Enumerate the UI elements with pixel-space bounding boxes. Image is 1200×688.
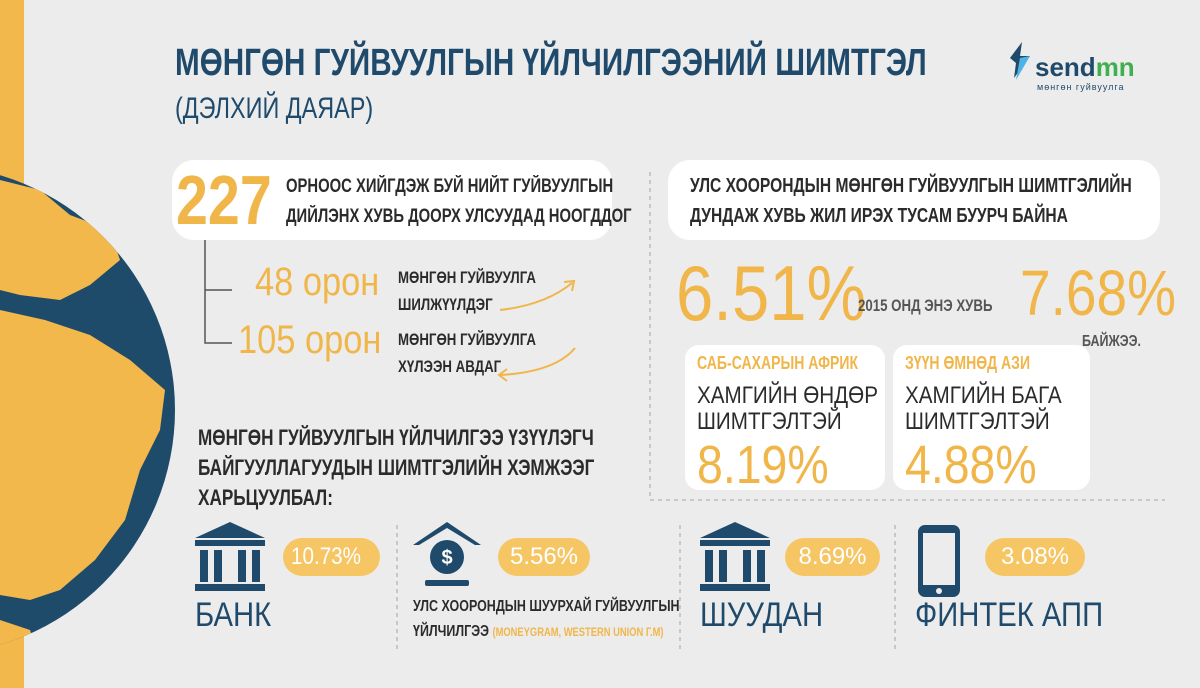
logo: sendmn bbox=[1035, 52, 1135, 83]
count-label: МӨНГӨН ГУЙВУУЛГА bbox=[398, 268, 536, 287]
count-label: МӨНГӨН ГУЙВУУЛГА bbox=[398, 330, 536, 349]
providers-title: БАЙГУУЛЛАГУУДЫН ШИМТГЭЛИЙН ХЭМЖЭЭГ bbox=[198, 455, 595, 480]
count: 48 орон bbox=[255, 260, 380, 304]
provider-name: ФИНТЕК АПП bbox=[915, 596, 1104, 634]
provider-fee: 8.69% bbox=[785, 538, 880, 576]
region-value: 4.88% bbox=[905, 435, 1037, 495]
countries-text: ДИЙЛЭНХ ХУВЬ ДООРХ УЛСУУДАД НООГДДОГ bbox=[286, 206, 632, 227]
provider-fee-text: 10.73% bbox=[290, 543, 361, 570]
countries-text: ОРНООС ХИЙГДЭЖ БУЙ НИЙТ ГУЙВУУЛГЫН bbox=[286, 176, 614, 197]
providers-title: ХАРЬЦУУЛБАЛ: bbox=[198, 485, 333, 510]
trend-box bbox=[668, 160, 1160, 240]
provider-fee: 10.73% bbox=[283, 538, 380, 576]
trend-note: 2015 ОНД ЭНЭ ХУВЬ bbox=[858, 296, 993, 315]
region-name: САБ-САХАРЫН АФРИК bbox=[697, 353, 859, 373]
svg-text:$: $ bbox=[441, 547, 452, 569]
region-value: 8.19% bbox=[697, 435, 829, 495]
provider-name: ШУУДАН bbox=[700, 596, 824, 634]
region-box bbox=[893, 345, 1090, 490]
logo-tagline: мөнгөн гуйвуулга bbox=[1037, 82, 1125, 92]
provider-fee: 5.56% bbox=[498, 538, 590, 576]
count-label: ХҮЛЭЭН АВДАГ bbox=[398, 357, 502, 376]
provider-name: БАНК bbox=[195, 596, 272, 634]
subtitle: (ДЭЛХИЙ ДАЯАР) bbox=[175, 92, 374, 125]
region-label: ХАМГИЙН ӨНДӨР bbox=[697, 382, 878, 409]
provider-note: (MONEYGRAM, WESTERN UNION Г.М) bbox=[492, 625, 664, 639]
region-label: ХАМГИЙН БАГА bbox=[905, 382, 1062, 409]
provider-fee: 3.08% bbox=[985, 538, 1085, 576]
trend-suffix: БАЙЖЭЭ. bbox=[1082, 333, 1141, 350]
title: МӨНГӨН ГУЙВУУЛГЫН ҮЙЛЧИЛГЭЭНИЙ ШИМТГЭЛ bbox=[175, 42, 927, 84]
provider-fee-text: 3.08% bbox=[1000, 543, 1070, 570]
provider-fee-text: 8.69% bbox=[798, 543, 867, 570]
trend-title: УЛС ХООРОНДЫН МӨНГӨН ГУЙВУУЛГЫН ШИМТГЭЛИ… bbox=[690, 175, 1132, 197]
past-fee: 7.68% bbox=[1020, 257, 1177, 329]
trend-title: ДУНДАЖ ХУВЬ ЖИЛ ИРЭХ ТУСАМ БУУРЧ БАЙНА bbox=[690, 205, 1068, 227]
countries-box bbox=[172, 160, 612, 240]
count: 105 орон bbox=[238, 318, 382, 362]
region-name: ЗҮҮН ӨМНӨД АЗИ bbox=[905, 353, 1031, 373]
provider-name: УЛС ХООРОНДЫН ШУУРХАЙ ГУЙВУУЛГЫН bbox=[413, 598, 680, 615]
total-countries: 227 bbox=[176, 161, 272, 239]
provider-fee-text: 5.56% bbox=[509, 543, 579, 570]
count-label: ШИЛЖҮҮЛДЭГ bbox=[398, 295, 493, 314]
region-label: ШИМТГЭЛТЭЙ bbox=[697, 408, 842, 435]
logo-part: mn bbox=[1095, 52, 1135, 82]
region-box bbox=[685, 345, 885, 490]
provider-name-part: ҮЙЛЧИЛГЭЭ bbox=[413, 623, 490, 640]
current-fee: 6.51% bbox=[676, 249, 867, 337]
logo-part: send bbox=[1035, 52, 1096, 82]
region-label: ШИМТГЭЛТЭЙ bbox=[905, 408, 1050, 435]
providers-title: МӨНГӨН ГУЙВУУЛГЫН ҮЙЛЧИЛГЭЭ ҮЗҮҮЛЭГЧ bbox=[198, 425, 594, 450]
provider-name: ҮЙЛЧИЛГЭЭ (MONEYGRAM, WESTERN UNION Г.М) bbox=[413, 623, 664, 641]
